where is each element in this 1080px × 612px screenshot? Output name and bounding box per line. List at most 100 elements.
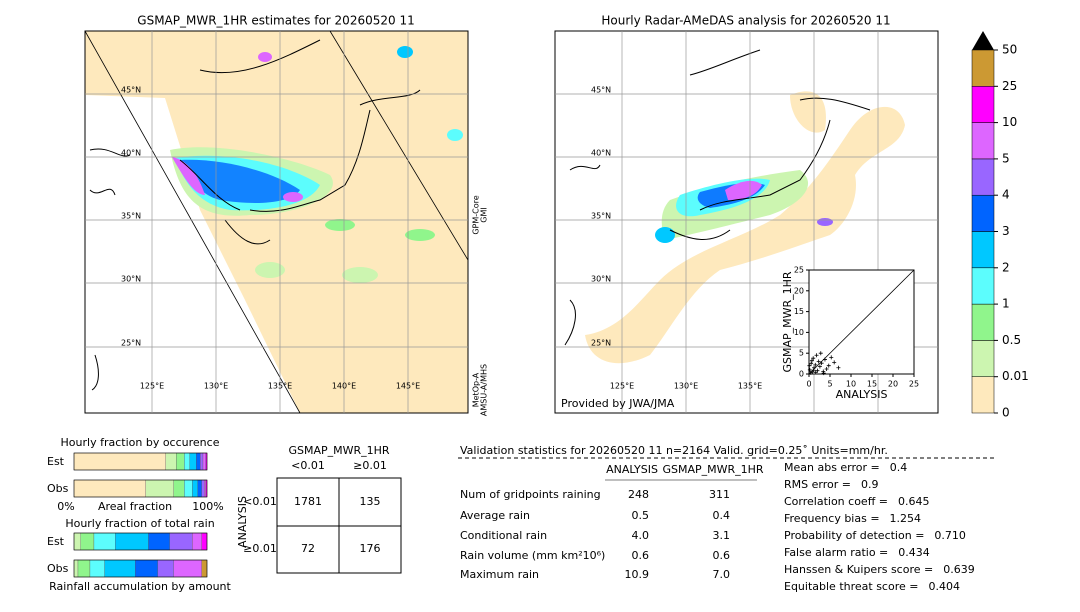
axis-label: 100% [192, 500, 223, 513]
colorbar-tick-label: 3 [1002, 224, 1010, 238]
colorbar-segment [971, 231, 995, 269]
scatter-point [812, 365, 817, 370]
x-tick-label: 0 [806, 380, 811, 389]
fraction-segment [73, 479, 146, 498]
column-header: <0.01 [291, 459, 325, 472]
fraction-bar-frame [73, 479, 208, 498]
colorbar-segment [971, 376, 995, 414]
colorbar-tick-label: 50 [1002, 43, 1017, 57]
fraction-segment [192, 532, 202, 551]
row-label: Obs [47, 482, 69, 495]
lat-label: 35°N [121, 212, 141, 221]
map-title: GSMAP_MWR_1HR estimates for 20260520 11 [137, 14, 414, 28]
fraction-segment [73, 532, 81, 551]
lat-label: 40°N [591, 149, 611, 158]
score-label: Correlation coeff = [784, 495, 888, 508]
colorbar-tick-label: 25 [1002, 79, 1017, 93]
lat-label: 45°N [591, 86, 611, 95]
fraction-segment [104, 559, 136, 578]
colorbar-segment [971, 303, 995, 341]
score-label: False alarm ratio = [784, 546, 888, 559]
fraction-segment [165, 452, 177, 471]
y-tick-label: 20 [794, 286, 804, 295]
scatter-point [821, 371, 826, 376]
column-header: GSMAP_MWR_1HR [662, 463, 763, 476]
fraction-segment [115, 532, 149, 551]
score-value: 0.9 [861, 478, 879, 491]
colorbar-segment [971, 122, 995, 160]
scatter-point [832, 360, 837, 365]
fraction-segment [73, 452, 166, 471]
fraction-segment [173, 479, 185, 498]
scatter-point [822, 357, 827, 362]
colorbar-segment [971, 267, 995, 305]
colorbar-tick-label: 2 [1002, 260, 1010, 274]
stat-label: Conditional rain [460, 529, 547, 542]
scatter-point [824, 367, 829, 372]
right-map-frame [554, 30, 939, 414]
validation-header: Validation statistics for 20260520 11 n=… [460, 444, 888, 457]
axis-label: Areal fraction [98, 500, 172, 513]
fraction-segment [202, 452, 206, 471]
scatter-point [816, 359, 821, 364]
scatter-point [809, 361, 814, 366]
lat-label: 25°N [591, 339, 611, 348]
colorbar-tick-label: 0 [1002, 406, 1010, 420]
lat-label: 35°N [591, 212, 611, 221]
fraction-title: Hourly fraction of total rain [65, 517, 214, 530]
stat-value: 0.6 [713, 549, 731, 562]
score-label: Probability of detection = [784, 529, 924, 542]
fraction-segment [196, 452, 201, 471]
score-label: Equitable threat score = [784, 580, 918, 593]
stat-value: 7.0 [713, 568, 731, 581]
fraction-segment [192, 479, 198, 498]
fraction-title: Hourly fraction by occurence [61, 436, 220, 449]
lat-label: 25°N [121, 339, 141, 348]
fraction-segment [157, 559, 174, 578]
colorbar-tick-label: 10 [1002, 115, 1017, 129]
colorbar-segment [971, 158, 995, 196]
side-label: GPM-Core [472, 195, 481, 234]
colorbar-tick-label: 0.5 [1002, 333, 1021, 347]
side-label: GMI [480, 207, 489, 222]
fraction-segment [77, 559, 91, 578]
scatter-point [817, 364, 822, 369]
scatter-point [814, 353, 819, 358]
lon-label: 130°E [204, 382, 228, 391]
scatter-point [811, 356, 816, 361]
stat-label: Maximum rain [460, 568, 539, 581]
fraction-segment [148, 532, 170, 551]
stat-label: Rain volume (mm km²10⁶) [460, 549, 605, 562]
y-tick-label: 15 [794, 307, 804, 316]
contingency-cell: 135 [360, 495, 381, 508]
fraction-segment [176, 452, 185, 471]
score-value: 0.404 [928, 580, 960, 593]
stat-value: 3.1 [713, 529, 731, 542]
scatter-point [819, 361, 824, 366]
scatter-point [807, 363, 812, 368]
x-tick-label: 25 [909, 380, 919, 389]
fraction-segment [204, 479, 206, 498]
fraction-segment [145, 479, 174, 498]
lat-label: 30°N [121, 275, 141, 284]
x-tick-label: 15 [867, 380, 877, 389]
score-value: 0.645 [898, 495, 930, 508]
fraction-bar-frame [73, 452, 208, 471]
fraction-segment [201, 559, 208, 578]
diagonal [808, 269, 915, 375]
score-label: Hanssen & Kuipers score = [784, 563, 933, 576]
row-header: ≥0.01 [243, 542, 277, 555]
row-header: <0.01 [243, 495, 277, 508]
stat-label: Num of gridpoints raining [460, 488, 601, 501]
lat-label: 30°N [591, 275, 611, 284]
left-map-frame [84, 30, 469, 414]
y-tick-label: 0 [799, 370, 804, 379]
score-value: 0.434 [898, 546, 930, 559]
score-value: 1.254 [890, 512, 922, 525]
y-tick-label: 10 [794, 328, 804, 337]
column-header: ANALYSIS [606, 463, 658, 476]
row-axis-label: ANALYSIS [236, 496, 249, 548]
y-tick-label: 5 [799, 349, 804, 358]
contingency-cell: 176 [360, 542, 381, 555]
